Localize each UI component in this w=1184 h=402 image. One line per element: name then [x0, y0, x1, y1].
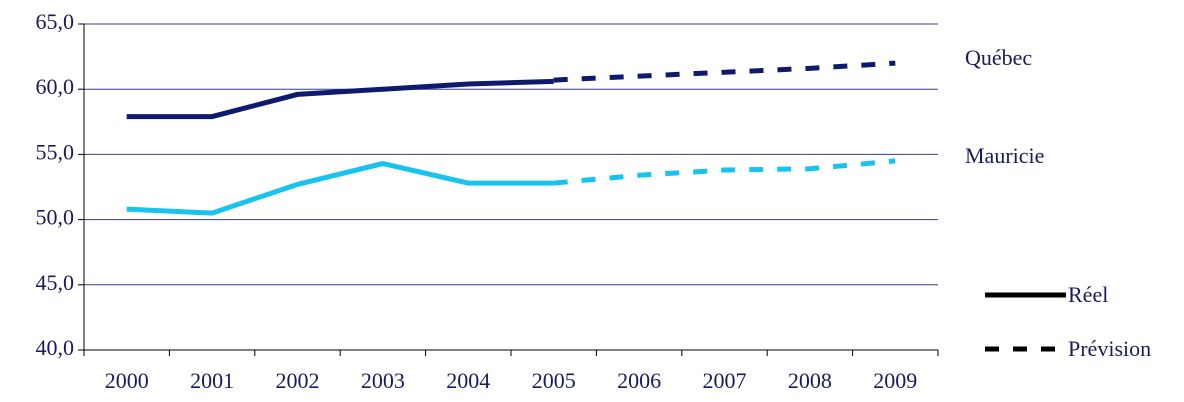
forecast-line [553, 60, 896, 83]
actual-line [126, 78, 554, 120]
actual-line [126, 160, 554, 216]
legend-label: Réel [1068, 282, 1108, 307]
x-tick-label: 2008 [788, 368, 832, 393]
y-tick-label: 60,0 [36, 74, 75, 99]
x-tick-label: 2009 [873, 368, 917, 393]
y-tick-label: 55,0 [36, 139, 75, 164]
x-tick-label: 2007 [703, 368, 747, 393]
series-label: Québec [965, 45, 1032, 70]
y-tick-label: 65,0 [36, 9, 75, 34]
x-tick-label: 2001 [190, 368, 234, 393]
forecast-line [553, 158, 896, 186]
x-tick-label: 2003 [361, 368, 405, 393]
x-tick-label: 2006 [617, 368, 661, 393]
y-tick-label: 45,0 [36, 270, 75, 295]
x-tick-label: 2002 [276, 368, 320, 393]
y-tick-label: 40,0 [36, 335, 75, 360]
x-tick-label: 2004 [446, 368, 490, 393]
legend-label: Prévision [1068, 336, 1151, 361]
x-tick-label: 2000 [105, 368, 149, 393]
x-tick-label: 2005 [532, 368, 576, 393]
series-label: Mauricie [965, 143, 1044, 168]
y-tick-label: 50,0 [36, 205, 75, 230]
